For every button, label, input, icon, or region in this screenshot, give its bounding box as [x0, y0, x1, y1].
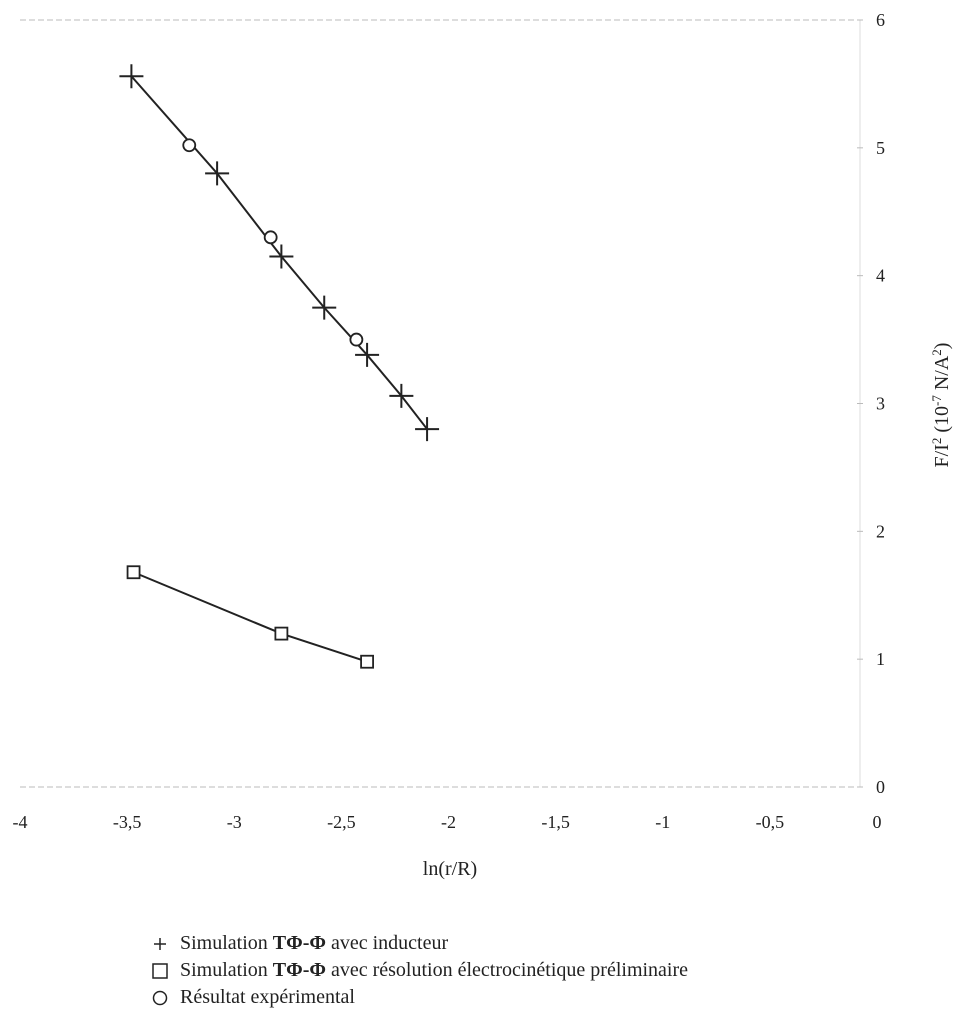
legend-label-inducteur: Simulation TΦ-Φ avec inducteur — [180, 932, 449, 954]
chart: -4 -3,5 -3 -2,5 -2 -1,5 -1 -0,5 0 0 1 2 3 4 5 6 ln(r/R… — [13, 10, 954, 880]
x-tick-label: -1,5 — [541, 812, 570, 832]
y-tick-label: 0 — [876, 777, 885, 797]
data-point-plus — [355, 342, 380, 367]
legend-label-experimental: Résultat expérimental — [180, 986, 355, 1008]
data-point-plus — [269, 244, 294, 269]
x-tick-label: -2 — [441, 812, 456, 832]
square-marker-icon — [140, 961, 180, 981]
data-point-plus — [205, 161, 230, 186]
x-tick-label: -3 — [227, 812, 242, 832]
series-layer — [119, 64, 440, 669]
data-point-circle — [349, 332, 364, 347]
legend-label-electrocinetique: Simulation TΦ-Φ avec résolution électroc… — [180, 959, 689, 981]
data-point-square — [126, 565, 141, 580]
data-point-plus — [312, 295, 337, 320]
legend-item-electrocinetique: Simulation TΦ-Φ avec résolution électroc… — [140, 957, 688, 984]
y-axis-title: F/I2 (10-7 N/A2) — [929, 343, 954, 468]
legend: Simulation TΦ-Φ avec inducteur Simulatio… — [140, 930, 688, 1011]
x-tick-label: -4 — [13, 812, 28, 832]
y-tick-label: 4 — [876, 266, 885, 286]
legend-item-experimental: Résultat expérimental — [140, 984, 688, 1011]
data-point-square — [360, 654, 374, 669]
series-0-line — [130, 75, 428, 430]
data-point-square — [274, 626, 289, 641]
y-tick-label: 5 — [876, 138, 885, 158]
series-1-line — [133, 571, 368, 663]
y-tick-label: 3 — [876, 394, 885, 414]
y-tick-label: 1 — [876, 649, 885, 669]
data-point-plus — [389, 383, 414, 408]
x-tick-labels: -4 -3,5 -3 -2,5 -2 -1,5 -1 -0,5 0 — [13, 812, 882, 832]
x-tick-label: 0 — [873, 812, 882, 832]
plus-marker-icon — [140, 934, 180, 954]
data-point-plus — [415, 417, 440, 442]
x-tick-label: -0,5 — [756, 812, 785, 832]
circle-marker-icon — [140, 988, 180, 1008]
data-point-plus — [119, 64, 144, 89]
legend-item-inducteur: Simulation TΦ-Φ avec inducteur — [140, 930, 688, 957]
y-tick-labels: 0 1 2 3 4 5 6 — [857, 10, 885, 797]
x-tick-label: -3,5 — [113, 812, 142, 832]
data-point-circle — [263, 230, 278, 245]
x-axis-title: ln(r/R) — [423, 858, 477, 880]
x-tick-label: -2,5 — [327, 812, 356, 832]
y-tick-label: 6 — [876, 10, 885, 30]
x-tick-label: -1 — [655, 812, 670, 832]
data-point-circle — [182, 138, 197, 153]
y-tick-label: 2 — [876, 521, 885, 541]
